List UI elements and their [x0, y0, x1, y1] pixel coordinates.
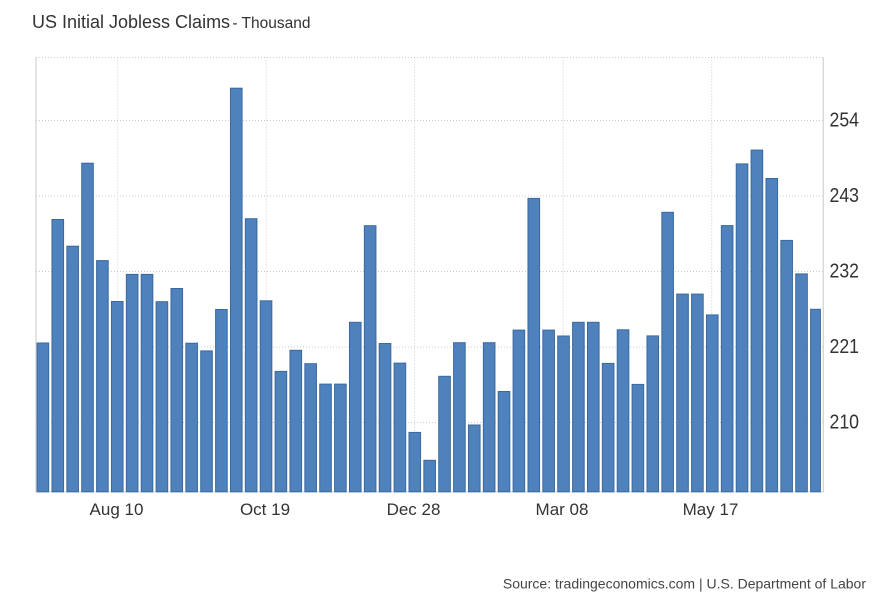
svg-text:210: 210 — [830, 412, 860, 434]
svg-text:243: 243 — [830, 185, 860, 207]
svg-text:May 17: May 17 — [683, 500, 739, 519]
svg-text:Mar 08: Mar 08 — [536, 500, 589, 519]
svg-text:Dec 28: Dec 28 — [387, 500, 441, 519]
svg-text:Oct 19: Oct 19 — [240, 500, 290, 519]
svg-text:US Initial Jobless Claims - Th: US Initial Jobless Claims - Thousand — [32, 12, 311, 32]
svg-text:232: 232 — [830, 261, 860, 283]
svg-text:Source: tradingeconomics.com |: Source: tradingeconomics.com | U.S. Depa… — [503, 575, 866, 591]
svg-text:Aug 10: Aug 10 — [90, 500, 144, 519]
svg-text:254: 254 — [830, 110, 860, 132]
svg-text:221: 221 — [830, 336, 860, 358]
